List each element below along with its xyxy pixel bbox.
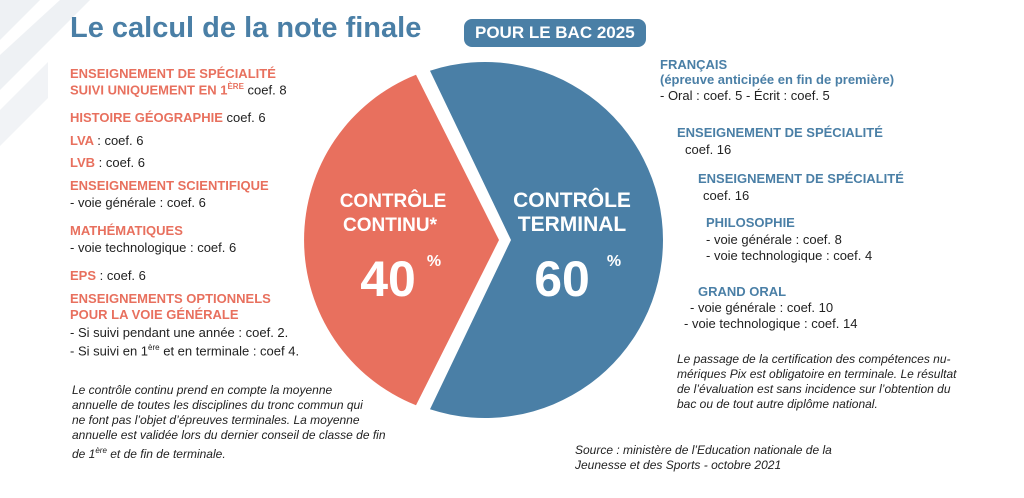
grand-oral-detail-1: - voie générale : coef. 10	[690, 300, 834, 315]
philo-detail-1: - voie générale : coef. 8	[706, 232, 842, 247]
slice-ct-unit: %	[607, 253, 621, 270]
lvb-item: LVB : coef. 6	[70, 155, 145, 170]
slice-ct-value: 60	[534, 251, 590, 307]
spe-terminal-1-title: ENSEIGNEMENT DE SPÉCIALITÉ	[677, 125, 883, 140]
lva-item: LVA : coef. 6	[70, 133, 144, 148]
sci-title: ENSEIGNEMENT SCIENTIFIQUE	[70, 178, 269, 193]
slice-controle-continu	[304, 74, 499, 406]
philo-detail-2: - voie technologique : coef. 4	[706, 248, 873, 263]
francais-title: FRANÇAIS	[660, 57, 728, 72]
slice-ct-label-line1: CONTRÔLE	[513, 188, 631, 212]
options-title-line2: POUR LA VOIE GÉNÉRALE	[70, 307, 239, 322]
spe-terminal-2-title: ENSEIGNEMENT DE SPÉCIALITÉ	[698, 171, 904, 186]
grand-oral-title: GRAND ORAL	[698, 284, 787, 299]
philo-title: PHILOSOPHIE	[706, 215, 795, 230]
spe-terminal-2-coef: coef. 16	[703, 188, 750, 203]
slice-cc-label-line2: CONTINU*	[343, 215, 438, 236]
options-detail-1: - Si suivi pendant une année : coef. 2.	[70, 325, 289, 340]
slice-ct-label-line2: TERMINAL	[518, 213, 627, 236]
page-title: Le calcul de la note finale	[70, 12, 422, 44]
grand-oral-detail-2: - voie technologique : coef. 14	[684, 316, 858, 331]
spe-terminal-1-coef: coef. 16	[685, 142, 732, 157]
slice-cc-label-line1: CONTRÔLE	[340, 190, 447, 212]
pix-note: Le passage de la certification des compé…	[677, 352, 957, 411]
math-title: MATHÉMATIQUES	[70, 223, 183, 238]
histgeo-item: HISTOIRE GÉOGRAPHIE coef. 6	[70, 110, 266, 125]
options-detail-2: - Si suivi en 1ère et en terminale : coe…	[70, 343, 300, 359]
options-title-line1: ENSEIGNEMENTS OPTIONNELS	[70, 291, 271, 306]
francais-detail: - Oral : coef. 5 - Écrit : coef. 5	[660, 88, 830, 103]
source-note: Source : ministère de l’Education nation…	[575, 443, 832, 472]
sci-detail: - voie générale : coef. 6	[70, 195, 206, 210]
bac-year-badge: POUR LE BAC 2025	[464, 19, 646, 47]
eps-item: EPS : coef. 6	[70, 268, 146, 283]
francais-subtitle: (épreuve anticipée en fin de première)	[660, 72, 895, 87]
spe-premiere-title-line2: SUIVI UNIQUEMENT EN 1ÈRE coef. 8	[70, 82, 287, 98]
slice-cc-value: 40	[360, 251, 416, 307]
controle-continu-note: Le contrôle continu prend en compte la m…	[72, 383, 386, 461]
slice-cc-unit: %	[427, 253, 441, 270]
spe-premiere-title-line1: ENSEIGNEMENT DE SPÉCIALITÉ	[70, 66, 276, 81]
math-detail: - voie technologique : coef. 6	[70, 240, 237, 255]
slice-controle-terminal	[429, 61, 664, 418]
